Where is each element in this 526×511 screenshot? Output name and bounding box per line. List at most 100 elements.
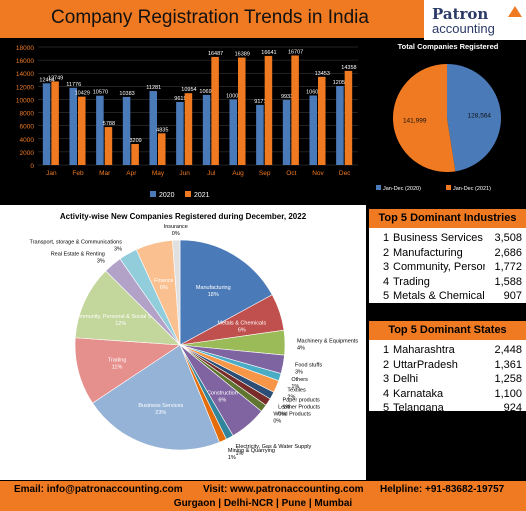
activity-pie-label: Others 1%	[291, 377, 308, 390]
bar-data-label: 10954	[181, 87, 196, 93]
bar-2021-Aug	[238, 57, 246, 165]
footer-email[interactable]: Email: info@patronaccounting.com	[14, 484, 183, 495]
activity-pie-label-pct: 6%	[218, 397, 226, 403]
legend-swatch	[150, 191, 156, 197]
activity-pie-label-name: Machinery & Equipments	[297, 338, 358, 344]
x-tick-label: Sep	[259, 170, 271, 177]
bar-2020-Feb	[69, 87, 77, 165]
activity-pie-label-name: Food stuffs	[295, 363, 322, 369]
activity-pie-title: Activity-wise New Companies Registered d…	[60, 212, 307, 221]
activity-pie-slice	[179, 239, 273, 346]
logo-triangle-icon	[508, 6, 522, 17]
activity-pie-slice	[74, 337, 181, 404]
bar-2021-Sep	[264, 55, 273, 166]
industries-row-rank: 5	[383, 290, 390, 302]
states-row: 4 Karnataka 1,100	[369, 386, 526, 403]
footer-website[interactable]: Visit: www.patronaccounting.com	[203, 484, 364, 495]
bar-2021-Jul	[211, 56, 219, 165]
bar-data-label: 3209	[129, 138, 141, 144]
activity-pie-label: Trading 11%	[108, 358, 126, 371]
states-row-name: Maharashtra	[393, 344, 455, 356]
activity-pie-slice	[92, 344, 220, 451]
bar-data-label: 4835	[156, 127, 168, 133]
states-row-value: 1,361	[494, 358, 522, 371]
bar-2021-Jan	[51, 81, 59, 165]
bar-2020-Jun	[176, 101, 184, 165]
industries-table: 1 Business Services 3,508 2 Manufacturing 2,6…	[369, 228, 526, 303]
y-tick-label: 0	[30, 163, 34, 170]
bar-2020-Mar	[96, 95, 104, 165]
activity-pie-label-pct: 23%	[155, 410, 166, 416]
industries-row-name: Business Services	[393, 232, 483, 244]
y-tick-label: 10000	[16, 97, 34, 104]
legend-label: 2021	[194, 192, 210, 199]
states-header: Top 5 Dominant States	[369, 321, 526, 340]
states-row: 1 Maharashtra 2,448	[369, 342, 526, 359]
bar-data-label: 16389	[235, 52, 250, 58]
x-tick-label: Feb	[72, 170, 84, 177]
logo[interactable]: Patron accounting	[424, 0, 526, 40]
activity-pie-slice	[74, 270, 181, 346]
activity-pie-label-name: Community, Personal & Social Services	[72, 314, 169, 320]
states-row-rank: 1	[383, 344, 390, 356]
x-tick-label: Aug	[232, 170, 244, 177]
industries-row-name: Metals & Chemicals	[393, 290, 485, 302]
bar-data-label: 16641	[261, 50, 276, 56]
total-pie-slice	[392, 64, 456, 172]
bar-2021-Feb	[78, 96, 86, 165]
bar-2020-Dec	[336, 85, 344, 165]
industries-row-name: Trading	[393, 275, 430, 288]
states-row-value: 1,258	[494, 373, 522, 385]
footer-locations: Gurgaon | Delhi-NCR | Pune | Mumbai	[173, 498, 353, 509]
x-tick-label: Mar	[99, 170, 111, 177]
industries-row-rank: 1	[383, 232, 390, 244]
bar-data-label: 10698	[199, 89, 214, 95]
activity-pie-label-pct: 0%	[273, 419, 281, 425]
logo-text-top: Patron	[432, 5, 489, 23]
activity-pie-label: Construction 6%	[207, 390, 238, 403]
bar-2020-Sep	[256, 104, 264, 165]
x-tick-label: Jan	[46, 170, 57, 177]
legend-swatch	[185, 191, 191, 197]
industries-row-value: 3,508	[494, 232, 522, 244]
activity-pie-label: Community, Personal & Social Services 12%	[72, 314, 169, 327]
legend-swatch	[376, 185, 381, 190]
total-pie-value: 128,564	[468, 112, 492, 119]
activity-pie-label-name: Electricity, Gas & Water Supply	[235, 444, 311, 450]
industries-row-value: 1,772	[494, 261, 522, 273]
bar-data-label: 10004	[226, 93, 241, 99]
activity-pie-label: Textiles 2%	[287, 387, 306, 400]
activity-pie-label: Leather Products 0%	[278, 405, 320, 418]
states-row: 5 Telangana 924	[369, 400, 526, 417]
activity-pie-label-name: Others	[291, 377, 308, 383]
states-row-name: UttarPradesh	[393, 358, 458, 371]
states-row-rank: 3	[383, 373, 390, 385]
footer-helpline[interactable]: Helpline: +91-83682-19757	[380, 484, 505, 495]
activity-pie-label: Insurance 0%	[164, 224, 188, 237]
legend-label: Jan-Dec (2020)	[383, 186, 421, 192]
activity-pie-label-name: Business Services	[138, 403, 183, 409]
bar-data-label: 9933	[281, 94, 293, 100]
activity-pie-label-pct: 4%	[297, 345, 305, 351]
activity-pie-label-name: Construction	[207, 390, 238, 396]
activity-pie-label-name: Finance	[154, 278, 174, 284]
total-pie-value: 141,999	[403, 118, 427, 125]
x-tick-label: May	[152, 170, 165, 177]
industries-row-value: 2,686	[494, 246, 522, 259]
activity-pie-label: Metals & Chemicals 6%	[217, 321, 266, 334]
states-row-value: 2,448	[494, 344, 522, 356]
activity-pie-label-pct: 18%	[208, 292, 219, 298]
activity-pie-label-name: Wood Products	[273, 412, 311, 418]
activity-pie-label-name: Trading	[108, 358, 126, 364]
activity-pie-label-pct: 3%	[114, 246, 122, 252]
activity-pie-label-pct: 1%	[235, 451, 243, 457]
legend-swatch	[446, 185, 451, 190]
activity-pie-label-pct: 6%	[238, 328, 246, 334]
bar-2021-Nov	[318, 76, 326, 165]
bar-data-label: 12464	[39, 77, 54, 83]
bar-2021-May	[158, 133, 166, 165]
bar-2021-Dec	[344, 70, 353, 165]
activity-pie-label-name: Mining & Quarrying	[228, 448, 275, 454]
bar-data-label: 10607	[306, 89, 321, 95]
